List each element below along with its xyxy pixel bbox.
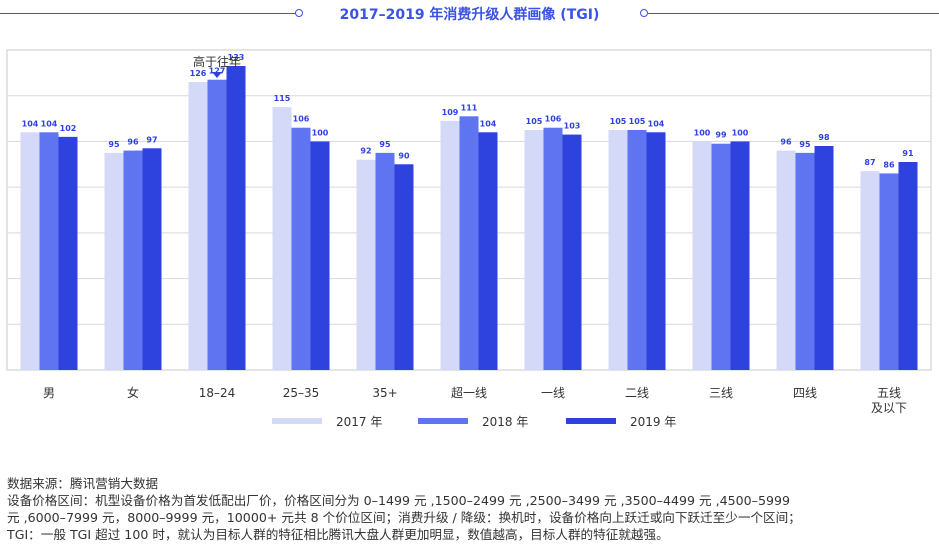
data-label: 126 xyxy=(190,69,207,78)
data-label: 97 xyxy=(146,135,157,144)
data-label: 99 xyxy=(715,131,727,140)
data-label: 105 xyxy=(629,117,646,126)
data-label: 102 xyxy=(60,124,77,133)
bar xyxy=(459,116,479,371)
note-price-range-2: 元 ,6000–7999 元，8000–9999 元，10000+ 元共 8 个… xyxy=(7,510,801,525)
bar xyxy=(524,130,544,370)
x-tick-label: 四线 xyxy=(793,386,817,400)
legend-swatch xyxy=(272,418,322,424)
bar xyxy=(142,148,162,370)
data-label: 87 xyxy=(864,158,875,167)
annotation-text: 高于往年 xyxy=(193,54,241,69)
bar xyxy=(375,152,395,370)
footnotes: 数据来源：腾讯营销大数据 设备价格区间：机型设备价格为首发低配出厂价，价格区间分… xyxy=(7,475,937,543)
x-tick-label: 超一线 xyxy=(451,385,487,400)
bar xyxy=(478,132,498,370)
bar xyxy=(543,127,563,370)
bar xyxy=(58,136,78,370)
x-tick-label: 一线 xyxy=(541,386,565,400)
data-label: 95 xyxy=(379,140,391,149)
data-label: 86 xyxy=(883,160,895,169)
x-tick-label: 五线 xyxy=(877,386,901,400)
data-label: 90 xyxy=(398,151,410,160)
x-tick-label: 及以下 xyxy=(871,401,907,415)
x-tick-label: 25–35 xyxy=(283,386,320,400)
data-label: 133 xyxy=(228,53,245,62)
bar xyxy=(394,164,414,370)
bar xyxy=(795,152,815,370)
bar xyxy=(272,107,292,371)
data-label: 100 xyxy=(732,128,749,137)
title-left-dot xyxy=(295,9,303,17)
note-tgi: TGI：一般 TGI 超过 100 时，就认为目标人群的特征相比腾讯大盘人群更加… xyxy=(7,527,669,542)
data-label: 100 xyxy=(312,128,329,137)
data-label: 103 xyxy=(564,122,581,131)
title-left-line xyxy=(0,13,298,14)
bar xyxy=(646,132,666,370)
data-label: 109 xyxy=(442,108,459,117)
bar xyxy=(562,134,582,370)
bar xyxy=(39,132,59,370)
bar xyxy=(291,127,311,370)
legend-swatch xyxy=(418,418,468,424)
bar xyxy=(776,150,796,370)
legend-swatch xyxy=(566,418,616,424)
note-source: 数据来源：腾讯营销大数据 xyxy=(7,476,159,491)
bar xyxy=(188,82,208,370)
x-tick-label: 18–24 xyxy=(199,386,236,400)
x-tick-label: 三线 xyxy=(709,386,733,400)
bar xyxy=(20,132,40,370)
data-label: 115 xyxy=(274,94,291,103)
annotation-arrow-icon xyxy=(212,72,222,78)
bar xyxy=(627,130,647,370)
data-label: 104 xyxy=(22,119,39,128)
bar xyxy=(226,66,246,370)
legend-label: 2017 年 xyxy=(336,415,382,429)
bar xyxy=(860,171,880,370)
x-tick-label: 35+ xyxy=(372,386,397,400)
data-label: 100 xyxy=(694,128,711,137)
data-label: 105 xyxy=(610,117,627,126)
bar xyxy=(730,141,750,370)
data-label: 104 xyxy=(480,119,497,128)
x-tick-label: 二线 xyxy=(625,386,649,400)
data-label: 95 xyxy=(108,140,120,149)
bar xyxy=(898,162,918,370)
bar xyxy=(104,152,124,370)
data-label: 98 xyxy=(818,133,830,142)
data-label: 106 xyxy=(293,115,310,124)
bar xyxy=(879,173,899,370)
data-label: 111 xyxy=(461,103,478,112)
bar xyxy=(356,159,376,370)
chart-title-bar: 2017–2019 年消费升级人群画像 (TGI) xyxy=(0,0,939,28)
data-label: 104 xyxy=(648,119,665,128)
chart-title: 2017–2019 年消费升级人群画像 (TGI) xyxy=(339,7,600,23)
legend-label: 2018 年 xyxy=(482,415,528,429)
note-price-range-1: 设备价格区间：机型设备价格为首发低配出厂价，价格区间分为 0–1499 元 ,1… xyxy=(7,493,790,508)
bar xyxy=(207,79,227,370)
legend-label: 2019 年 xyxy=(630,415,676,429)
data-label: 105 xyxy=(526,117,543,126)
data-label: 92 xyxy=(360,147,371,156)
bar xyxy=(608,130,628,370)
title-right-line xyxy=(648,13,939,14)
bar xyxy=(814,146,834,370)
bar xyxy=(692,141,712,370)
data-label: 104 xyxy=(41,119,58,128)
x-tick-label: 男 xyxy=(43,386,55,400)
data-label: 91 xyxy=(902,149,914,158)
data-label: 96 xyxy=(127,138,139,147)
data-label: 96 xyxy=(780,138,792,147)
x-tick-label: 女 xyxy=(127,385,139,400)
data-label: 95 xyxy=(799,140,811,149)
bar xyxy=(123,150,143,370)
data-label: 127 xyxy=(209,67,226,76)
bar xyxy=(440,120,460,370)
bar xyxy=(711,143,731,370)
title-right-dot xyxy=(640,9,648,17)
data-label: 106 xyxy=(545,115,562,124)
bar xyxy=(310,141,330,370)
